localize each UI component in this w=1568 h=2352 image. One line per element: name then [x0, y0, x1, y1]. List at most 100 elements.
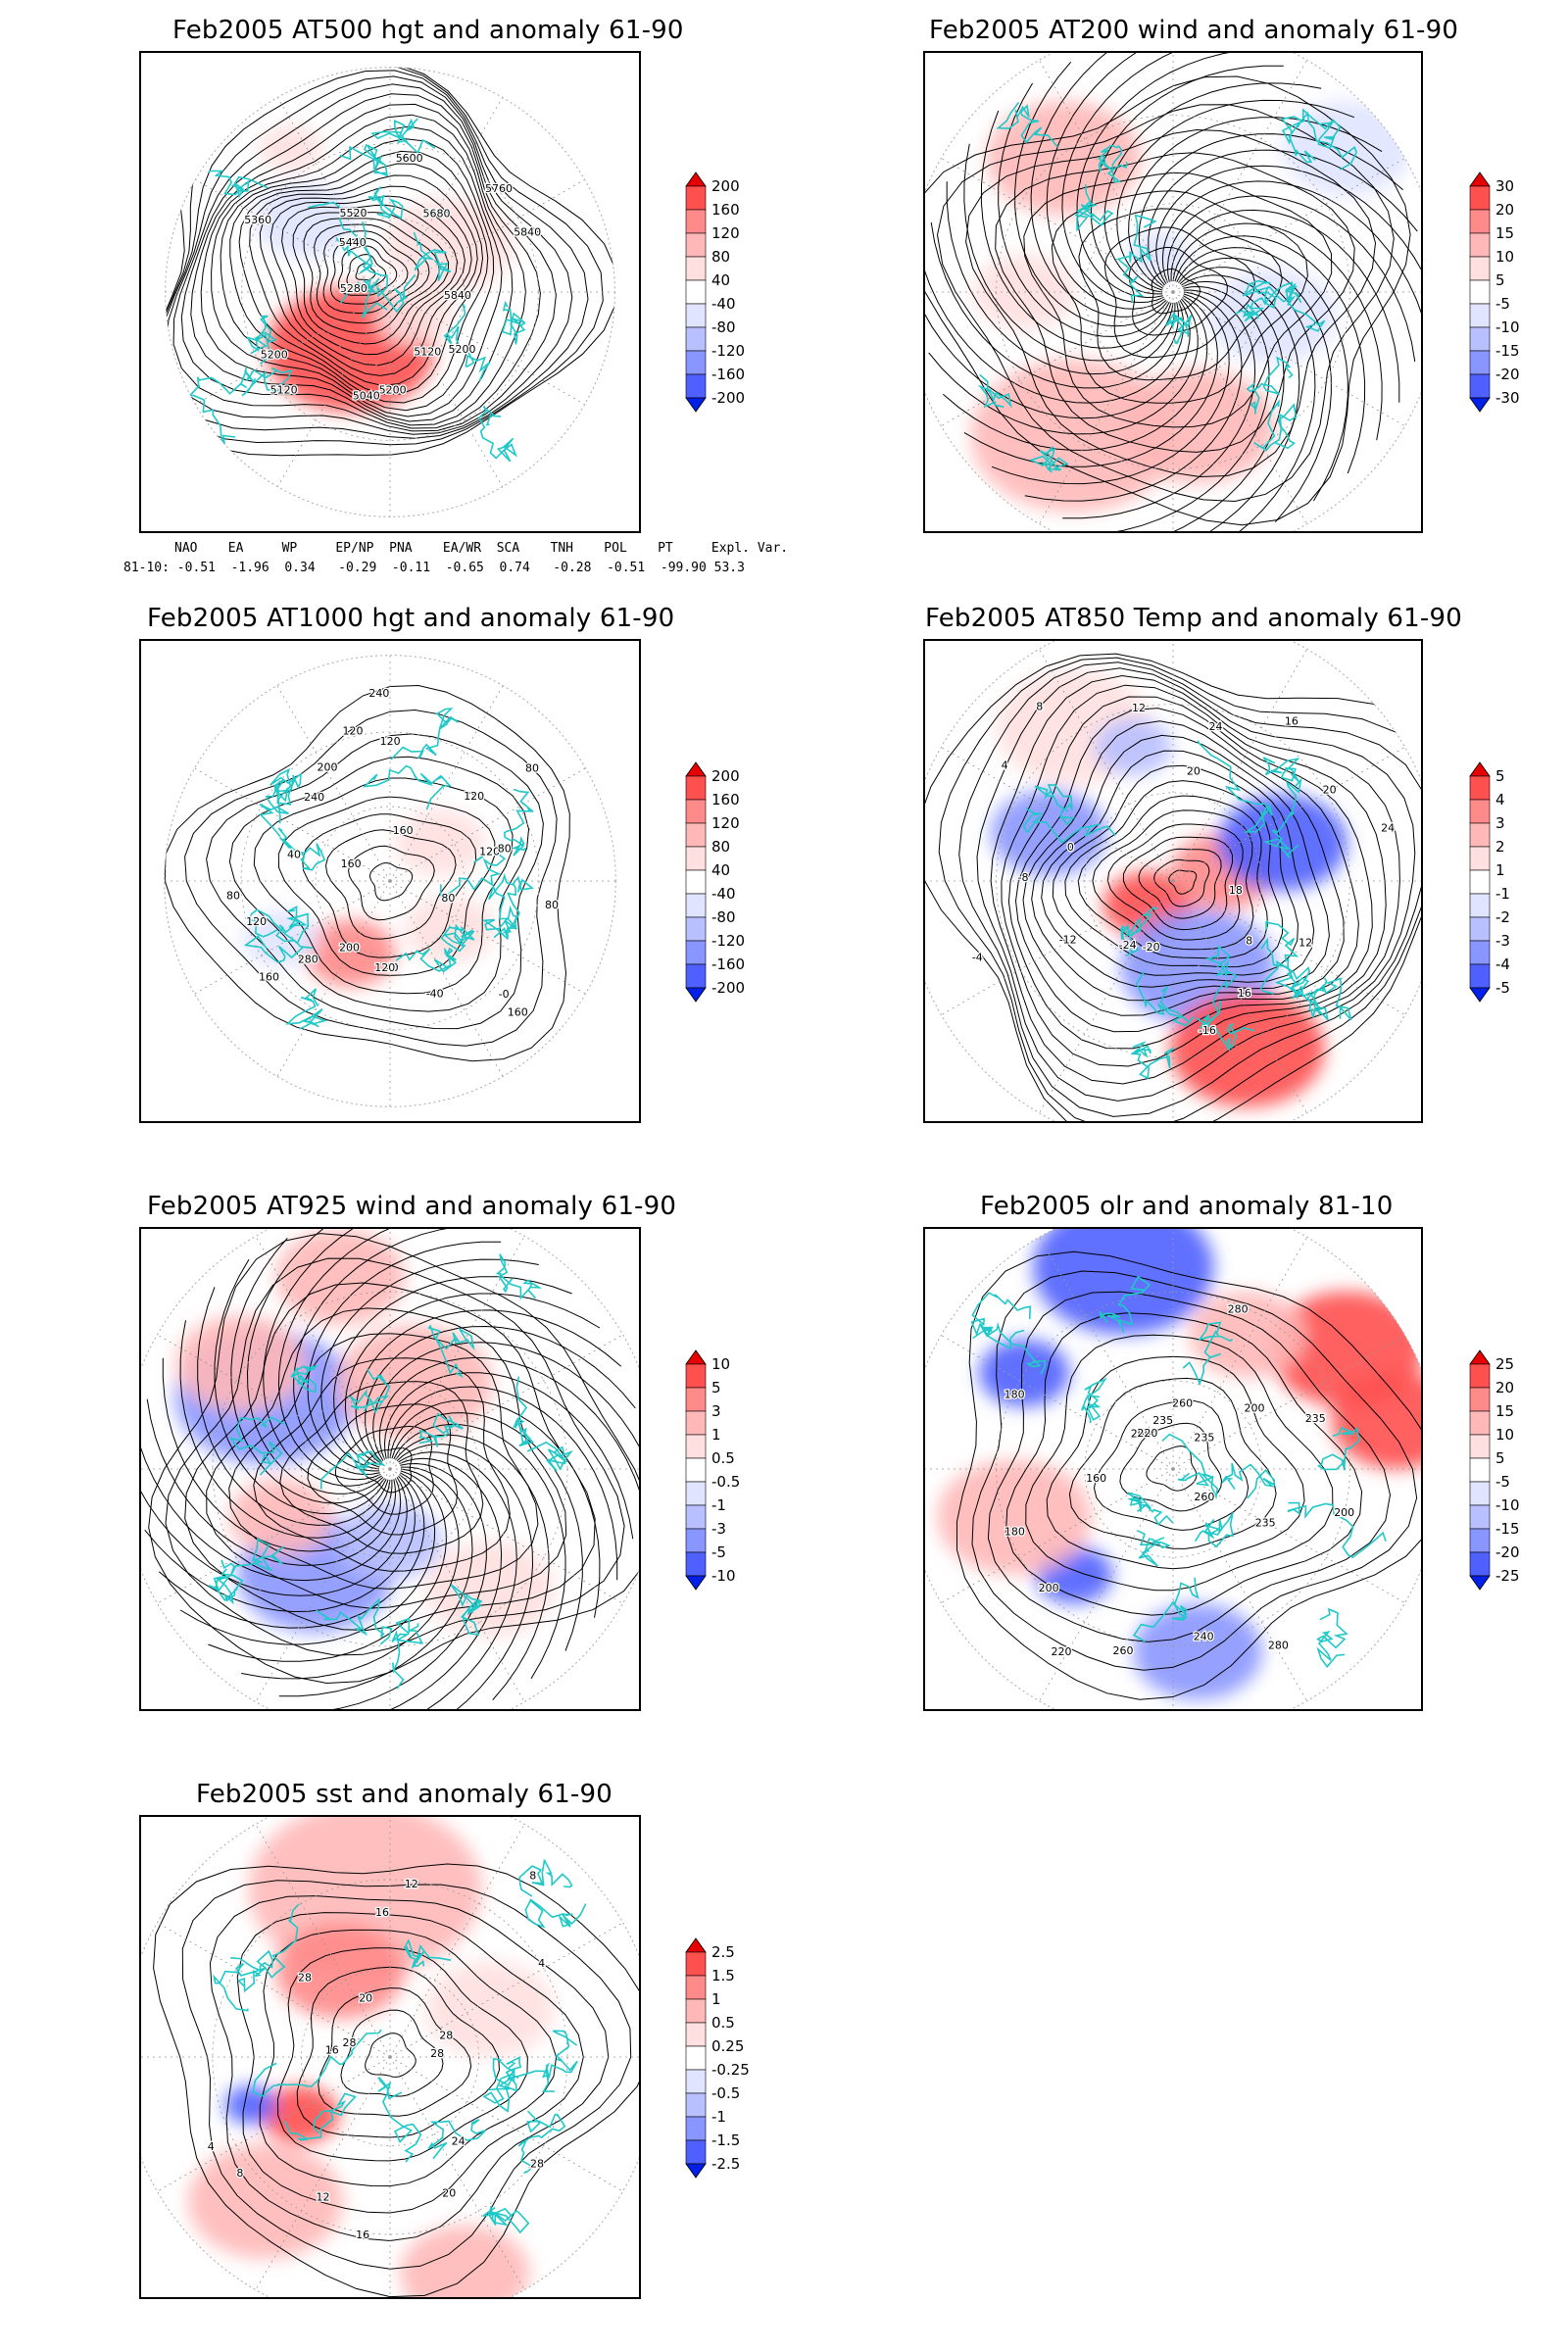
coastline — [1259, 960, 1322, 1017]
coastline — [1130, 1041, 1174, 1080]
contour-label: 200 — [1334, 1506, 1354, 1519]
contour-line — [322, 230, 419, 315]
colorbar-segment — [685, 940, 707, 965]
streamline — [1174, 235, 1366, 474]
contour-line — [292, 212, 450, 345]
coastline — [1288, 111, 1357, 171]
coastline — [1099, 1275, 1152, 1334]
colorbar-tick-label: -15 — [1495, 342, 1520, 360]
colorbar-svg: 2.5 1.5 1 0.5 0.25 -0.25 -0.5 -1 -1.5 -2.5 — [685, 1937, 750, 2179]
coastline — [970, 1292, 1032, 1350]
anomaly-region — [1133, 1603, 1263, 1700]
contour-line — [302, 813, 477, 958]
colorbar-tick-label: -20 — [1495, 366, 1520, 383]
colorbar-tick-label: 200 — [711, 177, 740, 195]
contour-line — [956, 1250, 1421, 1700]
contour-label: 20 — [1187, 764, 1200, 777]
streamline — [393, 1423, 566, 1680]
contour-line — [1007, 696, 1373, 1050]
contour-label: 120 — [380, 735, 401, 748]
streamline — [1061, 53, 1200, 304]
coastline — [1265, 920, 1310, 997]
contour-label: 280 — [1228, 1302, 1249, 1315]
colorbar-tick-label: 2 — [1495, 838, 1505, 856]
panel-title: Feb2005 olr and anomaly 81-10 — [980, 1192, 1394, 1221]
colorbar-tick-label: -25 — [1495, 1567, 1520, 1585]
coastline — [1242, 279, 1297, 310]
streamline — [278, 1466, 473, 1697]
contour-line — [1068, 1377, 1277, 1549]
streamline — [230, 1237, 385, 1504]
anomaly-region — [1125, 229, 1191, 278]
colorbar-tick-label: 40 — [711, 271, 730, 289]
contour-line — [153, 1863, 639, 2297]
coastline — [1137, 1530, 1172, 1567]
streamline — [1148, 149, 1418, 286]
streamline — [263, 1229, 382, 1487]
streamline — [307, 1241, 502, 1472]
coastline — [319, 1449, 386, 1490]
coastline — [1317, 1426, 1361, 1471]
map-frame — [923, 51, 1423, 533]
meridian-line — [389, 1824, 525, 2058]
coastline — [1165, 311, 1193, 345]
streamline — [146, 1398, 397, 1566]
anomaly-region — [424, 1961, 555, 2057]
contour-line — [259, 185, 472, 376]
contour-line — [365, 2033, 416, 2078]
colorbar: 25 20 15 10 5 -5 -10 -15 -20 -25 — [1469, 1349, 1558, 1639]
streamline — [333, 1276, 572, 1468]
contour-label: 5360 — [244, 214, 271, 226]
anomaly-region — [305, 919, 396, 987]
colorbar-segment — [685, 1504, 707, 1530]
contour-line — [180, 93, 541, 429]
streamline — [208, 1470, 447, 1662]
contour-line — [1051, 190, 1308, 404]
map-frame: 80 80 160 -0 -40 40 120 200 280 160 120 80 40 160 240 2… — [139, 639, 641, 1123]
contour-label: 200 — [1245, 1401, 1265, 1414]
contour-line — [200, 114, 514, 422]
contour-label: 5440 — [339, 236, 367, 249]
colorbar-svg: 10 5 3 1 0.5 -0.5 -1 -3 -5 -10 — [685, 1349, 740, 1591]
colorbar-tick-label: 0.5 — [711, 1449, 735, 1467]
colorbar-bottom-arrow — [685, 2163, 707, 2179]
contour-label: 16 — [356, 2229, 369, 2241]
contour-line — [1138, 848, 1222, 919]
coastline — [1305, 977, 1352, 1021]
colorbar-segment — [685, 2022, 707, 2047]
colorbar-top-arrow — [1469, 172, 1491, 187]
contour-line — [938, 657, 1421, 1121]
contour-label: 120 — [374, 961, 395, 974]
streamline — [398, 1451, 517, 1709]
colorbar-tick-label: -200 — [711, 979, 745, 997]
contour-label: 5600 — [396, 152, 423, 165]
colorbar-segment — [1469, 869, 1491, 895]
anomaly-shading — [937, 1229, 1421, 1700]
map-frame: 28 28 24 20 16 12 8 4 16 28 28 20 16 12 8 4 28 — [139, 1815, 641, 2299]
contour-line — [190, 103, 526, 426]
contour-line — [281, 204, 459, 356]
coastline — [284, 2092, 357, 2141]
coastline — [259, 777, 295, 838]
contour-line — [165, 67, 604, 446]
contour-label: 160 — [508, 1005, 528, 1018]
streamline — [378, 1356, 639, 1496]
colorbar-tick-label: -5 — [1495, 1473, 1510, 1491]
colorbar-tick-label: 5 — [1495, 767, 1505, 785]
colorbar-segment — [685, 822, 707, 848]
coastline — [1132, 1577, 1200, 1642]
panel-title: Feb2005 AT1000 hgt and anomaly 61-90 — [147, 604, 675, 633]
colorbar-segment — [685, 846, 707, 871]
colorbar-tick-label: 160 — [711, 201, 740, 219]
contour-line — [303, 218, 440, 334]
polar-map — [141, 1229, 639, 1709]
colorbar-tick-label: 1.5 — [711, 1967, 735, 1984]
streamline — [246, 1229, 384, 1494]
coastline — [518, 1859, 573, 1897]
colorbar-tick-label: 120 — [711, 224, 740, 242]
colorbar-tick-label: -0.5 — [711, 1473, 740, 1491]
streamline — [928, 298, 1199, 435]
contour-label: 28 — [343, 2036, 357, 2049]
anomaly-region — [375, 287, 455, 345]
contour-label: 235 — [1152, 1414, 1173, 1427]
